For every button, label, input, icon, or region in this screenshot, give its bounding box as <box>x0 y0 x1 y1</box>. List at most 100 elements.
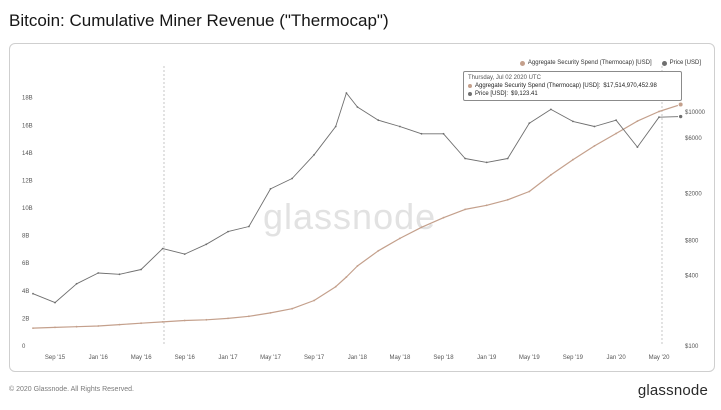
point-thermocap <box>205 318 208 321</box>
point-price <box>140 268 143 271</box>
point-price <box>313 153 315 156</box>
legend-label-price: Price [USD] <box>669 60 701 66</box>
point-thermocap <box>550 174 552 176</box>
point-price <box>615 119 617 122</box>
x-axis-tick-label: May '16 <box>131 355 152 361</box>
legend-label-thermocap: Aggregate Security Spend (Thermocap) [US… <box>527 60 652 66</box>
left-axis-tick-label: 0 <box>22 344 26 350</box>
point-thermocap <box>356 265 359 267</box>
left-axis-tick-label: 8B <box>22 234 29 240</box>
x-axis-tick-label: Jan '20 <box>607 355 627 361</box>
point-price <box>377 119 380 122</box>
x-axis-tick-label: Jan '18 <box>348 355 368 361</box>
point-thermocap <box>615 132 617 135</box>
legend: Aggregate Security Spend (Thermocap) [US… <box>519 60 701 66</box>
point-thermocap <box>442 216 445 219</box>
point-price <box>54 301 56 304</box>
series-line-thermocap <box>32 104 681 329</box>
legend-swatch-price <box>661 60 667 66</box>
left-axis-tick-label: 18B <box>22 96 33 102</box>
tooltip-date: Thursday, Jul 02 2020 UTC <box>468 75 541 81</box>
tooltip-dot-thermocap <box>468 84 472 88</box>
right-axis-tick-label: $2000 <box>685 192 702 198</box>
point-thermocap <box>485 204 488 207</box>
point-price <box>118 273 121 276</box>
right-axis-tick-label: $10000 <box>685 110 706 116</box>
right-axis-tick-label: $6000 <box>685 136 702 142</box>
right-axis-tick-label: $800 <box>685 238 699 244</box>
series-line-price <box>32 92 681 304</box>
x-axis-tick-label: Jan '17 <box>218 355 238 361</box>
point-thermocap <box>97 325 100 327</box>
point-thermocap <box>269 312 272 314</box>
x-axis-tick-label: Sep '15 <box>45 355 66 361</box>
tooltip-row-thermocap: Aggregate Security Spend (Thermocap) [US… <box>468 82 677 90</box>
x-axis-tick-label: Sep '17 <box>304 355 325 361</box>
point-thermocap <box>658 110 660 113</box>
tooltip-label-thermocap: Aggregate Security Spend (Thermocap) [US… <box>475 83 601 89</box>
point-thermocap <box>377 249 380 252</box>
point-thermocap <box>161 321 164 323</box>
point-thermocap <box>291 307 293 310</box>
point-thermocap <box>140 322 143 325</box>
point-price <box>269 188 272 190</box>
point-thermocap <box>345 276 348 278</box>
point-thermocap <box>528 190 531 193</box>
point-thermocap <box>572 158 574 161</box>
point-thermocap <box>183 319 186 322</box>
point-price <box>528 122 531 125</box>
chart-title: Bitcoin: Cumulative Miner Revenue ("Ther… <box>9 11 389 30</box>
point-price <box>399 125 401 128</box>
marker-price-end <box>677 113 684 120</box>
x-axis-tick-label: Jan '16 <box>89 355 109 361</box>
point-price <box>32 292 34 295</box>
legend-swatch-thermocap <box>519 60 525 66</box>
point-price <box>442 132 445 135</box>
point-price <box>572 120 574 123</box>
point-price <box>291 177 293 180</box>
tooltip-label-price: Price [USD]: <box>475 91 509 97</box>
right-axis-tick-label: $100 <box>685 344 699 350</box>
tooltip-row-price: Price [USD]: $9,123.41 <box>468 90 677 98</box>
point-thermocap <box>399 237 401 240</box>
point-price <box>345 92 348 94</box>
legend-item-price[interactable]: Price [USD] <box>661 60 701 66</box>
point-price <box>506 157 509 160</box>
x-axis-tick-label: May '19 <box>519 355 540 361</box>
point-price <box>550 108 552 111</box>
point-thermocap <box>248 315 250 318</box>
x-axis-tick-label: Sep '18 <box>433 355 454 361</box>
left-axis-tick-label: 10B <box>22 206 33 212</box>
point-thermocap <box>118 323 121 326</box>
point-price <box>334 125 337 128</box>
x-axis-tick-label: Sep '16 <box>175 355 196 361</box>
legend-item-thermocap[interactable]: Aggregate Security Spend (Thermocap) [US… <box>519 60 652 66</box>
left-axis-tick-label: 4B <box>22 289 29 295</box>
point-price <box>205 243 208 246</box>
point-thermocap <box>227 317 229 320</box>
footer-logo: glassnode <box>637 382 708 399</box>
point-thermocap <box>420 226 423 229</box>
footer-copyright: © 2020 Glassnode. All Rights Reserved. <box>9 386 135 393</box>
point-price <box>464 157 466 160</box>
x-axis-tick-label: Sep '19 <box>563 355 584 361</box>
point-thermocap <box>636 120 639 122</box>
x-axis-tick-label: May '17 <box>260 355 281 361</box>
left-axis-tick-label: 14B <box>22 151 33 157</box>
point-thermocap <box>32 327 34 329</box>
point-thermocap <box>75 325 78 328</box>
point-price <box>75 282 78 285</box>
right-axis-tick-label: $400 <box>685 274 699 280</box>
point-thermocap <box>313 299 315 302</box>
x-axis-tick-label: May '18 <box>389 355 410 361</box>
point-thermocap <box>334 285 337 288</box>
tooltip: Thursday, Jul 02 2020 UTC Aggregate Secu… <box>463 71 682 101</box>
point-price <box>248 225 250 228</box>
point-thermocap <box>506 198 509 201</box>
point-price <box>183 253 186 256</box>
point-price <box>97 272 100 274</box>
point-price <box>420 132 423 135</box>
point-price <box>593 125 596 128</box>
